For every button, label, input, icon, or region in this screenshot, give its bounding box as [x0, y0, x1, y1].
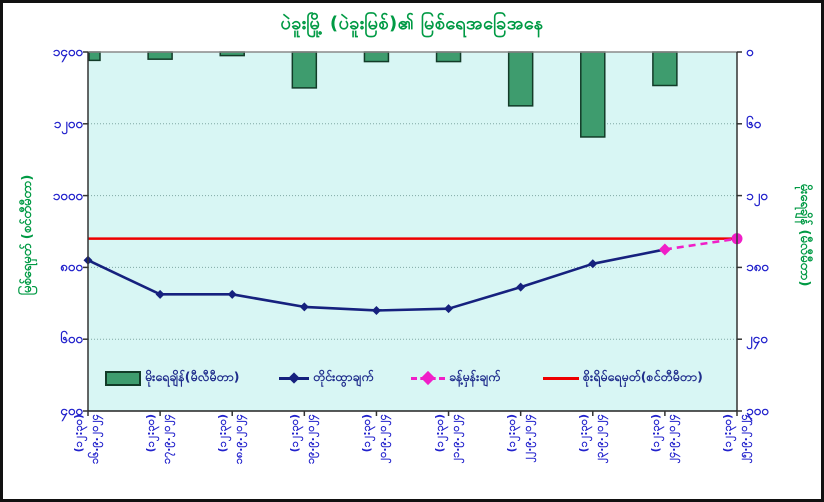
- rainfall-bar: [147, 51, 173, 60]
- right-axis-tick-label: ၀: [746, 44, 754, 60]
- observed-point-marker: [516, 282, 526, 292]
- x-label-date: ၁၈.၉.၂၀၂၄: [232, 414, 246, 465]
- forecast-dashed-line: [664, 237, 738, 251]
- x-axis-tick-label: (၁၂:၃၀) ၂၀.၉.၂၀၂၄: [359, 414, 393, 498]
- observed-point-marker: [227, 289, 237, 299]
- rainfall-bar: [291, 51, 318, 89]
- x-axis-tick-label: (၁၂:၃၀) ၁၉.၉.၂၀၂၄: [287, 414, 321, 498]
- left-axis-tick-label: ၆၀၀: [60, 331, 83, 348]
- x-label-date: ၂၁.၉.၂၀၂၄: [448, 414, 462, 464]
- rainfall-bar: [435, 51, 462, 63]
- observed-point-marker: [588, 259, 598, 269]
- x-label-time: (၁၂:၃၀): [360, 414, 374, 453]
- forecast-dashed-swatch-icon: [411, 370, 445, 385]
- danger-line-swatch-icon: [543, 376, 579, 380]
- x-label-time: (၁၂:၃၀): [721, 414, 734, 453]
- left-axis-tick-label: ၄၀၀: [60, 403, 83, 419]
- x-label-time: (၁၂:၃၀): [288, 414, 302, 453]
- left-axis-tick-label: ၁၄၀၀: [52, 44, 83, 60]
- left-axis-tick-label: ၁၂၀၀: [53, 115, 83, 132]
- x-label-date: ၂၂.၉.၂၀၂၄: [520, 414, 534, 463]
- x-axis-tick-label: (၁၂:၃၀) ၂၅.၉.၂၀၂၄: [720, 414, 754, 498]
- left-axis-title: မြစ်ရေမှတ် (စင်တီမီတာ): [20, 174, 35, 296]
- legend-item-rainfall: မိုးရေချိန်(မီလီမီတာ): [105, 360, 240, 396]
- x-label-time: (၁၂:၃၀): [432, 414, 446, 453]
- x-axis-tick-label: (၁၂:၃၀) ၁၈.၉.၂၀၂၄: [215, 414, 249, 498]
- legend: မိုးရေချိန်(မီလီမီတာ) တိုင်းထွာချက် ခန့်…: [91, 360, 740, 396]
- chart-title: ပဲခူးမြို့ (ပဲခူးမြစ်)၏ မြစ်ရေအခြေအနေ: [280, 13, 544, 34]
- legend-label: စိုးရိမ်ရေမှတ်(စင်တီမီတာ): [583, 368, 703, 384]
- legend-item-forecast: ခန့်မှန်းချက်: [411, 360, 501, 396]
- observed-point-marker: [299, 302, 309, 312]
- x-label-date: ၁၉.၉.၂၀၂၄: [304, 414, 318, 465]
- x-label-time: (၁၂:၃၀): [72, 414, 85, 453]
- rainfall-bar: [652, 51, 678, 87]
- right-axis-tick-label: ၆၀: [746, 115, 762, 132]
- legend-label: တိုင်းထွာချက်: [313, 368, 374, 384]
- x-axis-tick-label: (၁၂:၃၀) ၁၆.၉.၂၀၂၄: [71, 414, 105, 498]
- x-label-date: ၂၃.၉.၂၀၂၄: [592, 414, 606, 464]
- rainfall-bar: [580, 51, 606, 138]
- right-axis-tick-label: ၃၀၀: [746, 403, 769, 419]
- legend-label: ခန့်မှန်းချက်: [449, 368, 501, 384]
- forecast-start-marker: [658, 243, 671, 256]
- legend-item-danger-level: စိုးရိမ်ရေမှတ်(စင်တီမီတာ): [543, 360, 703, 396]
- rainfall-bar: [507, 51, 534, 107]
- x-label-time: (၁၂:၃၀): [216, 414, 230, 453]
- x-axis-tick-label: (၁၂:၃၀) ၁၇.၉.၂၀၂၄: [143, 414, 177, 498]
- observed-point-marker: [371, 305, 381, 315]
- right-axis-tick-label: ၁၂၀: [746, 187, 768, 204]
- x-label-time: (၁၂:၃၀): [576, 414, 590, 453]
- rainfall-bar: [363, 51, 390, 63]
- x-axis-tick-label: (၁၂:၃၀) ၂၃.၉.၂၀၂၄: [576, 414, 610, 498]
- plot-background: [88, 52, 737, 411]
- chart-canvas: [83, 51, 743, 416]
- right-axis-title: မိုးရေချိန် (မီလီမီတာ): [797, 183, 812, 287]
- right-axis-tick-label: ၂၄၀: [746, 331, 768, 348]
- x-axis-tick-label: (၁၂:၃၀) ၂၂.၉.၂၀၂၄: [504, 414, 538, 498]
- legend-item-observed: တိုင်းထွာချက်: [279, 360, 374, 396]
- observed-point-marker: [155, 289, 165, 299]
- x-axis-tick-label: (၁၂:၃၀) ၂၄.၉.၂၀၂၄: [648, 414, 682, 498]
- rainfall-bar: [88, 51, 101, 62]
- rainfall-bar-swatch-icon: [105, 370, 141, 386]
- x-label-date: ၁၇.၉.၂၀၂၄: [160, 414, 174, 465]
- observed-line-swatch-icon: [279, 371, 309, 384]
- x-label-date: ၁၆.၉.၂၀၂၄: [88, 414, 101, 465]
- left-axis-tick-label: ၁၀၀၀: [52, 187, 83, 204]
- x-label-time: (၁၂:၃၀): [504, 414, 518, 453]
- right-axis-tick-label: ၁၈၀: [746, 259, 769, 276]
- x-label-date: ၂၀.၉.၂၀၂၄: [376, 414, 390, 464]
- legend-label: မိုးရေချိန်(မီလီမီတာ): [145, 368, 240, 384]
- left-axis-tick-label: ၈၀၀: [60, 259, 83, 276]
- x-label-date: ၂၅.၉.၂၀၂၄: [737, 414, 750, 464]
- observed-point-marker: [444, 304, 454, 314]
- x-label-time: (၁၂:၃၀): [648, 414, 662, 453]
- x-axis-tick-label: (၁၂:၃၀) ၂၁.၉.၂၀၂၄: [432, 414, 466, 498]
- x-label-time: (၁၂:၃၀): [144, 414, 158, 453]
- x-label-date: ၂၄.၉.၂၀၂၄: [664, 414, 678, 464]
